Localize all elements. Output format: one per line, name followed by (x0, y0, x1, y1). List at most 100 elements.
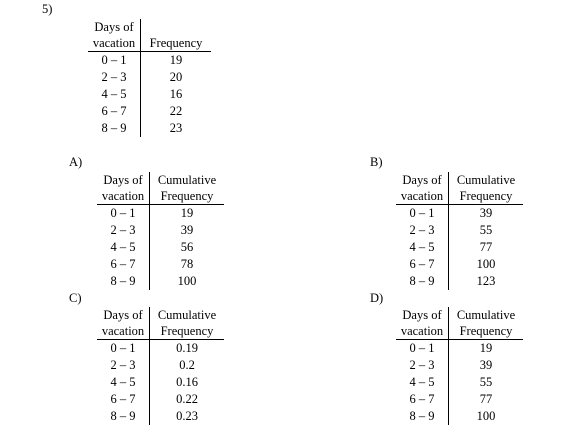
table-row: 2 – 3 39 (396, 357, 523, 374)
cumulative-cell: 100 (476, 409, 496, 423)
header-cumulative-line1: Cumulative (157, 173, 217, 187)
table-row: 2 – 3 39 (97, 222, 224, 239)
header-cumulative-line1: Cumulative (456, 173, 516, 187)
option-d-label[interactable]: D) (370, 291, 384, 305)
table-row: 8 – 9 23 (88, 120, 211, 137)
days-cell: 4 – 5 (97, 374, 150, 391)
frequency-cell: 22 (169, 104, 183, 118)
days-cell: 8 – 9 (396, 408, 449, 425)
header-days-line1: Days of (97, 307, 150, 323)
days-cell: 2 – 3 (88, 69, 141, 86)
question-number: 5) (42, 2, 53, 16)
days-cell: 6 – 7 (97, 256, 150, 273)
table-row: 8 – 9 100 (396, 408, 523, 425)
header-cumulative-line1: Cumulative (456, 308, 516, 322)
days-cell: 0 – 1 (88, 51, 141, 69)
days-cell: 4 – 5 (396, 239, 449, 256)
days-cell: 0 – 1 (396, 339, 449, 357)
table-row: 0 – 1 19 (396, 339, 523, 357)
frequency-cell: 23 (169, 121, 183, 135)
table-row: 4 – 5 77 (396, 239, 523, 256)
cumulative-cell: 0.23 (176, 409, 198, 423)
option-c-table: Days of Cumulative vacation Frequency 0 … (97, 307, 224, 425)
days-cell: 2 – 3 (97, 222, 150, 239)
option-b-table: Days of Cumulative vacation Frequency 0 … (396, 172, 523, 290)
header-days-line2: vacation (88, 35, 141, 52)
table-row: 4 – 5 0.16 (97, 374, 224, 391)
option-d-table: Days of Cumulative vacation Frequency 0 … (396, 307, 523, 425)
days-cell: 8 – 9 (396, 273, 449, 290)
cumulative-cell: 39 (180, 223, 194, 237)
option-a-table: Days of Cumulative vacation Frequency 0 … (97, 172, 224, 290)
table-row: 4 – 5 55 (396, 374, 523, 391)
cumulative-cell: 19 (180, 206, 194, 220)
header-days-line2: vacation (97, 323, 150, 340)
cumulative-cell: 100 (476, 257, 496, 271)
cumulative-cell: 56 (180, 240, 194, 254)
table-row: 6 – 7 100 (396, 256, 523, 273)
table-row: 6 – 7 22 (88, 103, 211, 120)
cumulative-cell: 0.22 (176, 392, 198, 406)
days-cell: 4 – 5 (396, 374, 449, 391)
days-cell: 6 – 7 (97, 391, 150, 408)
days-cell: 2 – 3 (97, 357, 150, 374)
table-row: 0 – 1 0.19 (97, 339, 224, 357)
table-row: 2 – 3 0.2 (97, 357, 224, 374)
cumulative-cell: 77 (479, 392, 493, 406)
days-cell: 8 – 9 (88, 120, 141, 137)
table-row: 6 – 7 0.22 (97, 391, 224, 408)
table-row: 8 – 9 0.23 (97, 408, 224, 425)
table-row: 8 – 9 123 (396, 273, 523, 290)
header-frequency-line2: Frequency (448, 323, 523, 340)
cumulative-cell: 55 (479, 375, 493, 389)
days-cell: 4 – 5 (88, 86, 141, 103)
cumulative-cell: 39 (479, 358, 493, 372)
table-row: 0 – 1 19 (88, 51, 211, 69)
days-cell: 6 – 7 (88, 103, 141, 120)
header-days-line1: Days of (396, 172, 449, 188)
cumulative-cell: 0.19 (176, 341, 198, 355)
table-row: 2 – 3 55 (396, 222, 523, 239)
table-row: 6 – 7 77 (396, 391, 523, 408)
option-b-label[interactable]: B) (370, 155, 383, 169)
header-frequency-line1 (141, 19, 212, 35)
cumulative-cell: 77 (479, 240, 493, 254)
cumulative-cell: 0.2 (179, 358, 195, 372)
table-row: 4 – 5 56 (97, 239, 224, 256)
days-cell: 6 – 7 (396, 256, 449, 273)
header-frequency-line2: Frequency (448, 188, 523, 205)
days-cell: 2 – 3 (396, 222, 449, 239)
header-days-line2: vacation (396, 188, 449, 205)
table-row: 0 – 1 19 (97, 204, 224, 222)
header-cumulative-line1: Cumulative (157, 308, 217, 322)
cumulative-cell: 39 (479, 206, 493, 220)
frequency-cell: 16 (169, 87, 183, 101)
cumulative-cell: 123 (476, 274, 496, 288)
table-row: 2 – 3 20 (88, 69, 211, 86)
days-cell: 8 – 9 (97, 273, 150, 290)
option-a-label[interactable]: A) (69, 155, 83, 169)
table-row: 6 – 7 78 (97, 256, 224, 273)
days-cell: 0 – 1 (97, 339, 150, 357)
header-days-line2: vacation (396, 323, 449, 340)
header-frequency-line2: Frequency (149, 323, 224, 340)
days-cell: 8 – 9 (97, 408, 150, 425)
cumulative-cell: 19 (479, 341, 493, 355)
frequency-table: Days of vacation Frequency 0 – 1 19 2 – 3… (88, 19, 211, 137)
days-cell: 0 – 1 (396, 204, 449, 222)
days-cell: 6 – 7 (396, 391, 449, 408)
table-row: 0 – 1 39 (396, 204, 523, 222)
frequency-cell: 20 (169, 70, 183, 84)
table-row: 8 – 9 100 (97, 273, 224, 290)
days-cell: 2 – 3 (396, 357, 449, 374)
header-frequency-line2: Frequency (140, 35, 211, 52)
header-days-line1: Days of (396, 307, 449, 323)
option-c-label[interactable]: C) (69, 291, 82, 305)
days-cell: 0 – 1 (97, 204, 150, 222)
header-days-line1: Days of (97, 172, 150, 188)
header-days-line2: vacation (97, 188, 150, 205)
cumulative-cell: 55 (479, 223, 493, 237)
table-row: 4 – 5 16 (88, 86, 211, 103)
days-cell: 4 – 5 (97, 239, 150, 256)
header-days-line1: Days of (88, 19, 141, 35)
